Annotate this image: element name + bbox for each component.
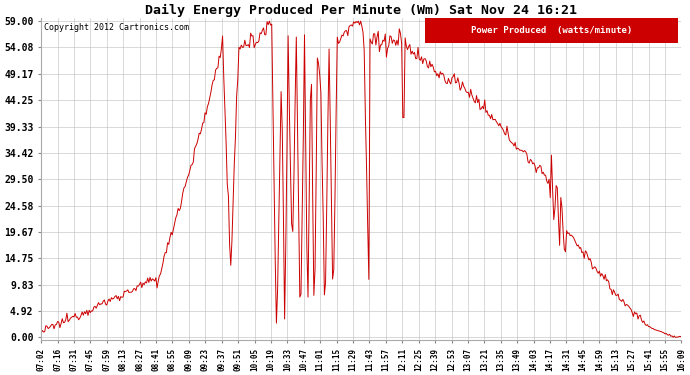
Title: Daily Energy Produced Per Minute (Wm) Sat Nov 24 16:21: Daily Energy Produced Per Minute (Wm) Sa… <box>146 4 578 17</box>
Text: Copyright 2012 Cartronics.com: Copyright 2012 Cartronics.com <box>44 23 189 32</box>
